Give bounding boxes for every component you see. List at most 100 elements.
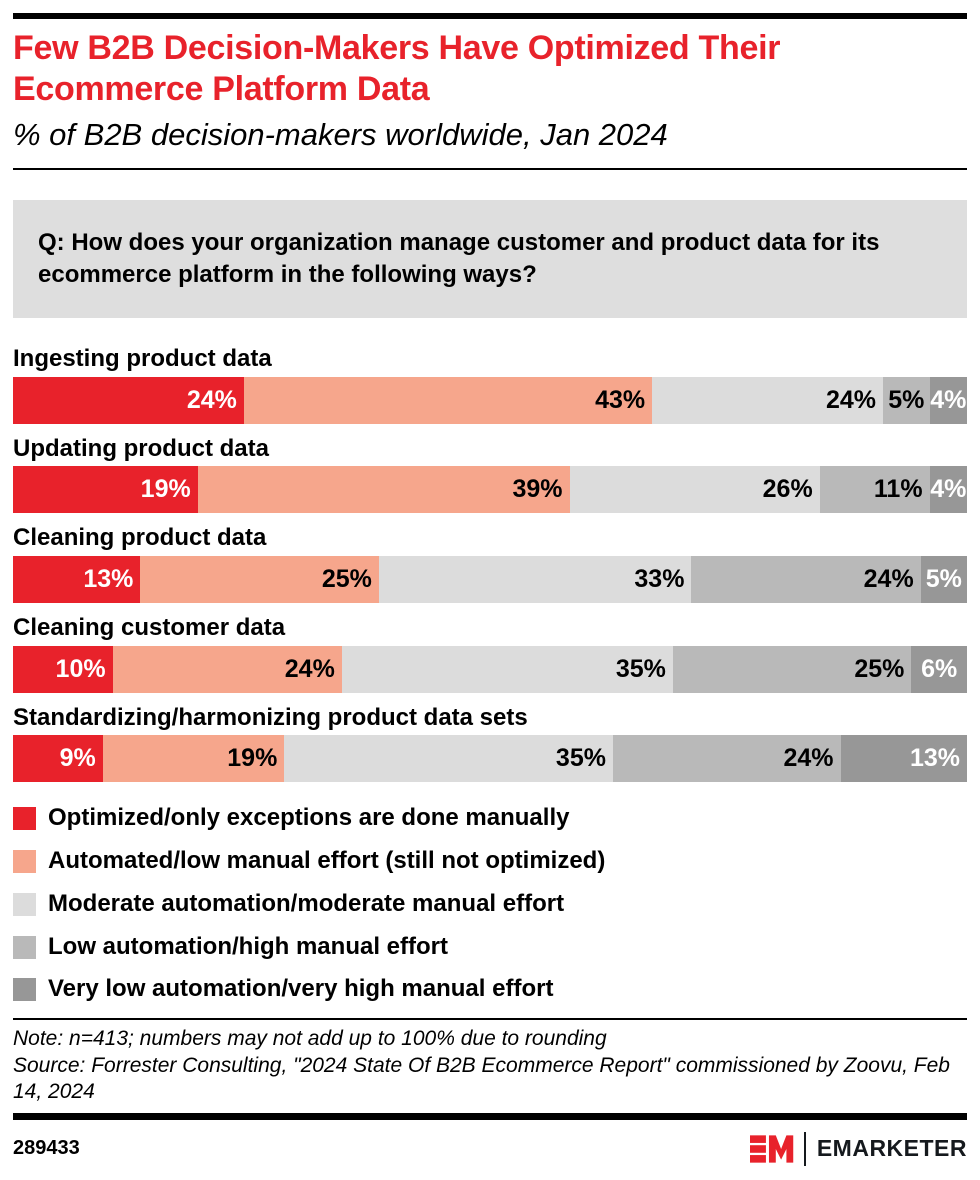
header-divider	[13, 167, 967, 170]
bar-value-label: 4%	[930, 385, 967, 414]
legend-swatch	[13, 807, 36, 831]
stacked-bar: 24% 43% 24% 5% 4%	[13, 376, 967, 424]
bar-segment: 10%	[13, 645, 113, 693]
bar-value-label: 24%	[863, 565, 914, 594]
bar-segment: 11%	[819, 466, 930, 514]
legend-item: Moderate automation/moderate manual effo…	[13, 890, 967, 919]
bar-segment: 4%	[929, 376, 967, 424]
bar-category-label: Updating product data	[13, 434, 269, 462]
bar-value-label: 24%	[186, 385, 237, 414]
brand-logo: EMARKETER	[749, 1131, 967, 1166]
stacked-bar: 13% 25% 33% 24% 5%	[13, 556, 967, 604]
legend: Optimized/only exceptions are done manua…	[13, 804, 967, 1004]
bar-group: Updating product data 19% 39% 26% 11% 4%	[13, 435, 967, 514]
bar-value-label: 35%	[615, 654, 666, 683]
bar-value-label: 19%	[140, 475, 191, 504]
source-line: Source: Forrester Consulting, "2024 Stat…	[13, 1053, 950, 1104]
bar-segment: 33%	[378, 556, 692, 604]
question-text: Q: How does your organization manage cus…	[38, 228, 880, 289]
question-box: Q: How does your organization manage cus…	[13, 199, 967, 319]
bar-segment: 43%	[243, 376, 653, 424]
bar-segment: 6%	[911, 645, 967, 693]
stacked-bar: 19% 39% 26% 11% 4%	[13, 466, 967, 514]
bar-segment: 24%	[13, 376, 244, 424]
bar-segment: 25%	[672, 645, 912, 693]
legend-item: Optimized/only exceptions are done manua…	[13, 804, 967, 833]
note-divider	[13, 1018, 967, 1021]
em-logo-icon	[749, 1134, 794, 1163]
chart-rows: Ingesting product data 24% 43% 24% 5% 4% Updat…	[13, 345, 967, 783]
legend-label: Low automation/high manual effort	[48, 932, 448, 960]
bar-value-label: 5%	[925, 565, 962, 594]
chart-subtitle: % of B2B decision-makers worldwide, Jan …	[13, 116, 668, 152]
bar-segment: 35%	[284, 735, 613, 783]
bar-value-label: 19%	[227, 744, 278, 773]
bar-value-label: 10%	[55, 654, 106, 683]
brand-name: EMARKETER	[816, 1135, 967, 1162]
bar-segment: 24%	[652, 376, 884, 424]
bar-value-label: 11%	[873, 475, 923, 504]
bar-value-label: 24%	[284, 654, 335, 683]
legend-item: Very low automation/very high manual eff…	[13, 975, 967, 1004]
brand-divider	[803, 1131, 806, 1166]
bar-segment: 35%	[341, 645, 673, 693]
bar-segment: 4%	[929, 466, 967, 514]
bar-value-label: 26%	[762, 475, 813, 504]
bar-segment: 19%	[13, 466, 198, 514]
bar-category-label: Ingesting product data	[13, 345, 272, 373]
bar-value-label: 33%	[634, 565, 685, 594]
chart-id: 289433	[13, 1137, 80, 1160]
bar-segment: 19%	[102, 735, 285, 783]
bar-value-label: 5%	[888, 385, 925, 414]
bar-value-label: 4%	[930, 475, 967, 504]
legend-item: Low automation/high manual effort	[13, 933, 967, 962]
bottom-rule	[13, 1112, 967, 1120]
bar-group: Cleaning product data 13% 25% 33% 24% 5%	[13, 524, 967, 604]
legend-label: Optimized/only exceptions are done manua…	[48, 804, 570, 832]
bar-value-label: 25%	[321, 565, 372, 594]
bar-group: Standardizing/harmonizing product data s…	[13, 704, 967, 783]
note-line: Note: n=413; numbers may not add up to 1…	[13, 1027, 607, 1051]
legend-label: Very low automation/very high manual eff…	[48, 975, 554, 1003]
bar-value-label: 39%	[512, 475, 563, 504]
bar-category-label: Cleaning customer data	[13, 614, 286, 642]
chart: Ingesting product data 24% 43% 24% 5% 4% Updat…	[13, 345, 967, 1004]
top-rule	[13, 13, 967, 19]
bar-segment: 39%	[197, 466, 570, 514]
bar-segment: 25%	[140, 556, 379, 604]
legend-swatch	[13, 892, 36, 916]
bar-segment: 24%	[691, 556, 921, 604]
bar-segment: 13%	[840, 735, 967, 783]
bar-segment: 5%	[883, 376, 930, 424]
stacked-bar: 10% 24% 35% 25% 6%	[13, 645, 967, 693]
bar-value-label: 43%	[595, 385, 646, 414]
stacked-bar: 9% 19% 35% 24% 13%	[13, 735, 967, 783]
bar-group: Ingesting product data 24% 43% 24% 5% 4%	[13, 345, 967, 424]
legend-swatch	[13, 978, 36, 1002]
footer: 289433 EMARKETER	[13, 1129, 967, 1169]
chart-title: Few B2B Decision-Makers Have Optimized T…	[13, 29, 781, 109]
bar-segment: 5%	[920, 556, 967, 604]
bar-segment: 24%	[112, 645, 342, 693]
bar-segment: 13%	[13, 556, 141, 604]
bar-value-label: 24%	[783, 744, 834, 773]
bar-value-label: 6%	[921, 654, 958, 683]
bar-segment: 9%	[13, 735, 103, 783]
bar-segment: 24%	[612, 735, 841, 783]
legend-label: Automated/low manual effort (still not o…	[48, 847, 606, 875]
bar-segment: 26%	[569, 466, 820, 514]
legend-swatch	[13, 935, 36, 959]
bar-value-label: 24%	[825, 385, 877, 414]
notes: Note: n=413; numbers may not add up to 1…	[13, 1026, 953, 1105]
legend-label: Moderate automation/moderate manual effo…	[48, 889, 565, 917]
legend-item: Automated/low manual effort (still not o…	[13, 847, 967, 876]
bar-category-label: Standardizing/harmonizing product data s…	[13, 703, 528, 731]
bar-group: Cleaning customer data 10% 24% 35% 25% 6%	[13, 614, 967, 693]
bar-value-label: 25%	[854, 654, 905, 683]
bar-value-label: 35%	[555, 744, 606, 773]
bar-value-label: 13%	[909, 744, 960, 773]
legend-swatch	[13, 849, 36, 873]
bar-value-label: 9%	[59, 744, 96, 773]
bar-value-label: 13%	[83, 565, 134, 594]
